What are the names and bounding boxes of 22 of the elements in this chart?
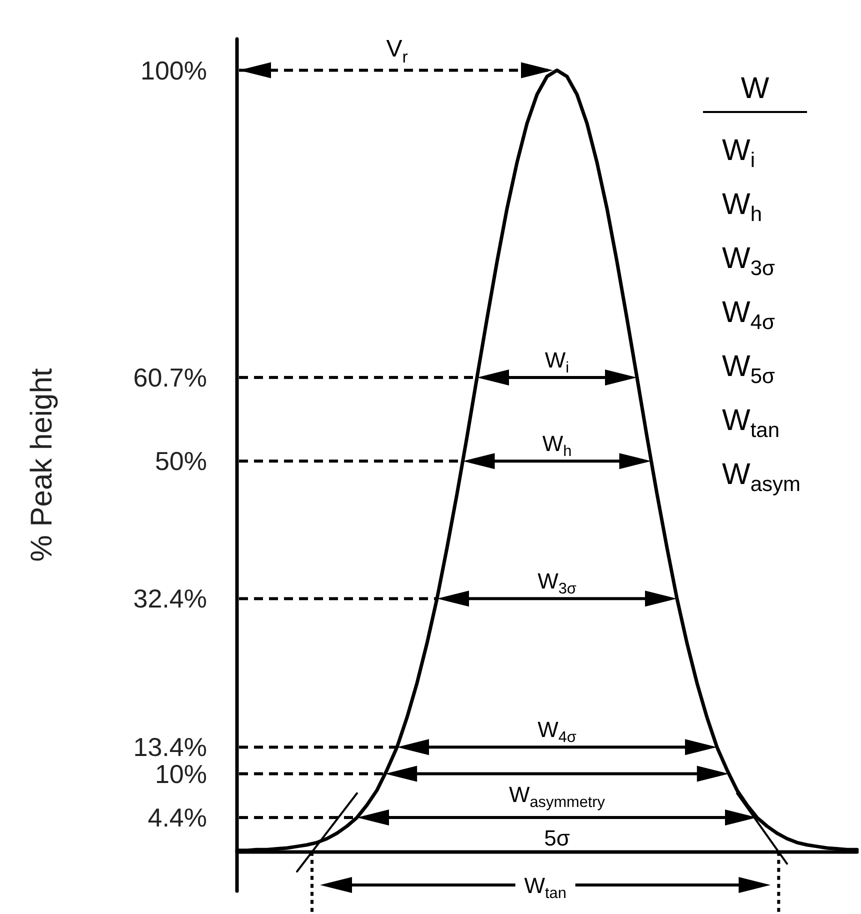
y-tick-label: 60.7% [133,362,207,392]
annotation: W$_{3σ}$ [722,242,776,280]
y-axis-title: % Peak height [26,368,58,562]
annotation: W$_{i}$ [722,134,755,172]
y-tick-label: 100% [140,55,207,86]
annotation: W$_{h}$ [722,188,762,226]
annotation: W$_{asymmetry}$ [508,782,606,811]
y-tick-label: 50% [154,446,207,476]
annotation: W$_{tan}$ [722,404,780,442]
annotation: W$_{h}$ [542,431,572,460]
annotation: 5σ [544,826,570,851]
annotation: W$_{asym}$ [722,458,801,496]
annotation: W$_{3σ}$ [538,568,577,598]
annotation: W$_{5σ}$ [722,350,776,388]
annotation: W [740,72,770,105]
annotation: W$_{tan}$ [524,873,566,902]
y-tick-label: 32.4% [133,584,207,614]
annotation: W$_{i}$ [544,347,570,377]
annotation: V$_{r}$ [386,35,408,66]
y-tick-label: 4.4% [148,802,207,833]
annotation: W$_{4σ}$ [722,296,776,334]
annotation: W$_{4σ}$ [538,717,577,746]
